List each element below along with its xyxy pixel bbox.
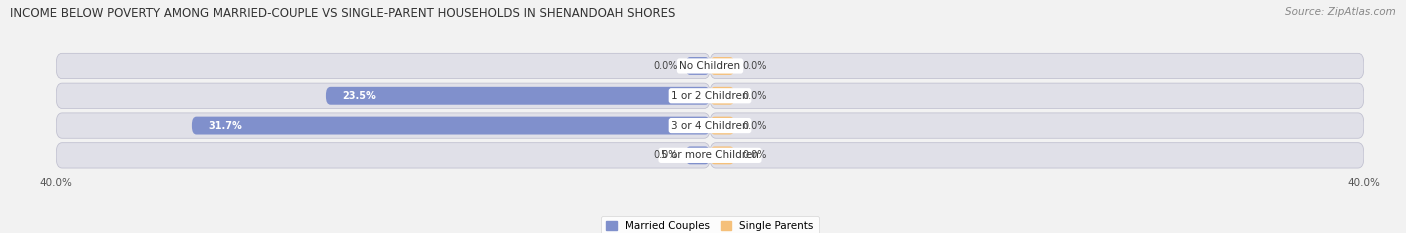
Text: 0.0%: 0.0% (652, 61, 678, 71)
Text: 3 or 4 Children: 3 or 4 Children (671, 120, 749, 130)
FancyBboxPatch shape (710, 53, 1364, 79)
FancyBboxPatch shape (56, 143, 710, 168)
FancyBboxPatch shape (710, 113, 1364, 138)
Text: Source: ZipAtlas.com: Source: ZipAtlas.com (1285, 7, 1396, 17)
Text: No Children: No Children (679, 61, 741, 71)
Text: 5 or more Children: 5 or more Children (661, 150, 759, 160)
FancyBboxPatch shape (56, 83, 710, 108)
Text: 0.0%: 0.0% (742, 61, 768, 71)
Text: 0.0%: 0.0% (742, 150, 768, 160)
FancyBboxPatch shape (326, 87, 710, 105)
FancyBboxPatch shape (710, 57, 734, 75)
Legend: Married Couples, Single Parents: Married Couples, Single Parents (602, 216, 818, 233)
Text: 23.5%: 23.5% (342, 91, 375, 101)
Text: INCOME BELOW POVERTY AMONG MARRIED-COUPLE VS SINGLE-PARENT HOUSEHOLDS IN SHENAND: INCOME BELOW POVERTY AMONG MARRIED-COUPL… (10, 7, 675, 20)
Text: 31.7%: 31.7% (208, 120, 242, 130)
FancyBboxPatch shape (191, 117, 710, 134)
FancyBboxPatch shape (710, 87, 734, 105)
FancyBboxPatch shape (56, 53, 710, 79)
FancyBboxPatch shape (710, 143, 1364, 168)
Text: 0.0%: 0.0% (742, 91, 768, 101)
FancyBboxPatch shape (710, 117, 734, 134)
Text: 1 or 2 Children: 1 or 2 Children (671, 91, 749, 101)
FancyBboxPatch shape (686, 146, 710, 164)
Text: 0.0%: 0.0% (652, 150, 678, 160)
FancyBboxPatch shape (710, 83, 1364, 108)
FancyBboxPatch shape (686, 57, 710, 75)
FancyBboxPatch shape (56, 113, 710, 138)
Text: 0.0%: 0.0% (742, 120, 768, 130)
FancyBboxPatch shape (710, 146, 734, 164)
